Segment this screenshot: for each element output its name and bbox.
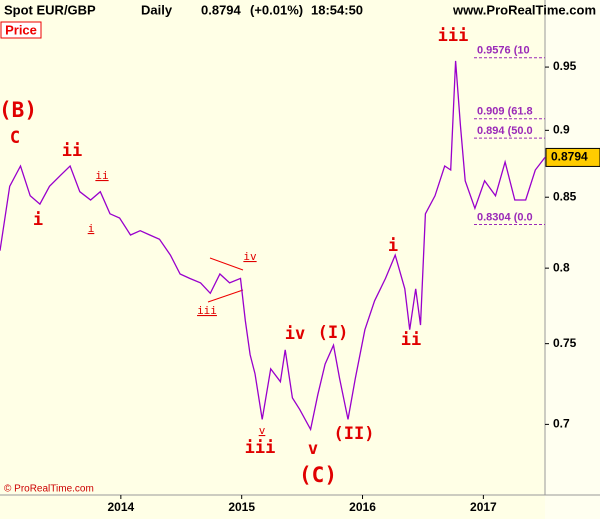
wave-label: i bbox=[88, 222, 95, 235]
y-tick-label: 0.85 bbox=[553, 189, 577, 203]
wave-label: i bbox=[33, 210, 43, 230]
y-tick-label: 0.95 bbox=[553, 59, 577, 73]
x-tick-label: 2014 bbox=[107, 500, 134, 514]
last-price: 0.8794 bbox=[201, 2, 242, 17]
x-tick-label: 2016 bbox=[349, 500, 376, 514]
wave-label: iv bbox=[285, 324, 305, 344]
y-tick-label: 0.9 bbox=[553, 123, 570, 137]
wave-label: iii bbox=[197, 304, 217, 317]
y-tick-label: 0.7 bbox=[553, 417, 570, 431]
price-line bbox=[0, 60, 546, 432]
wave-label: v bbox=[259, 424, 266, 437]
right-axis-panel bbox=[545, 0, 600, 519]
wave-label: C bbox=[10, 128, 20, 148]
panel-label-box bbox=[0, 21, 42, 39]
wave-label: iii bbox=[438, 26, 469, 46]
interval: Daily bbox=[141, 2, 173, 17]
x-tick-label: 2017 bbox=[470, 500, 497, 514]
last-price-box bbox=[545, 147, 600, 167]
time: 18:54:50 bbox=[311, 2, 363, 17]
y-tick-label: 0.8 bbox=[553, 260, 570, 274]
copyright: © ProRealTime.com bbox=[4, 484, 94, 495]
wave-label: iv bbox=[243, 250, 257, 263]
wave-label: v bbox=[308, 439, 318, 459]
wave-label: ii bbox=[95, 169, 108, 182]
instrument: Spot EUR/GBP bbox=[4, 2, 96, 17]
wave-label: i bbox=[388, 236, 398, 256]
wave-label: ii bbox=[62, 141, 82, 161]
trend-line bbox=[209, 257, 244, 271]
fib-label: 0.894 (50.0 bbox=[477, 125, 533, 137]
wave-label: (C) bbox=[299, 463, 337, 487]
panel-label: Price bbox=[5, 22, 37, 37]
last-price-label: 0.8794 bbox=[551, 150, 588, 164]
fib-label: 0.9576 (10 bbox=[477, 45, 530, 57]
x-tick-label: 2015 bbox=[228, 500, 255, 514]
fib-label: 0.909 (61.8 bbox=[477, 106, 533, 118]
change: (+0.01%) bbox=[250, 2, 303, 17]
wave-label: iii bbox=[245, 438, 276, 458]
trend-line bbox=[207, 289, 244, 303]
wave-label: (I) bbox=[318, 323, 349, 343]
wave-label: (B) bbox=[0, 98, 37, 122]
wave-label: ii bbox=[401, 330, 421, 350]
source: www.ProRealTime.com bbox=[452, 2, 596, 17]
y-tick-label: 0.75 bbox=[553, 336, 577, 350]
fib-label: 0.8304 (0.0 bbox=[477, 211, 533, 223]
wave-label: (II) bbox=[334, 424, 375, 444]
